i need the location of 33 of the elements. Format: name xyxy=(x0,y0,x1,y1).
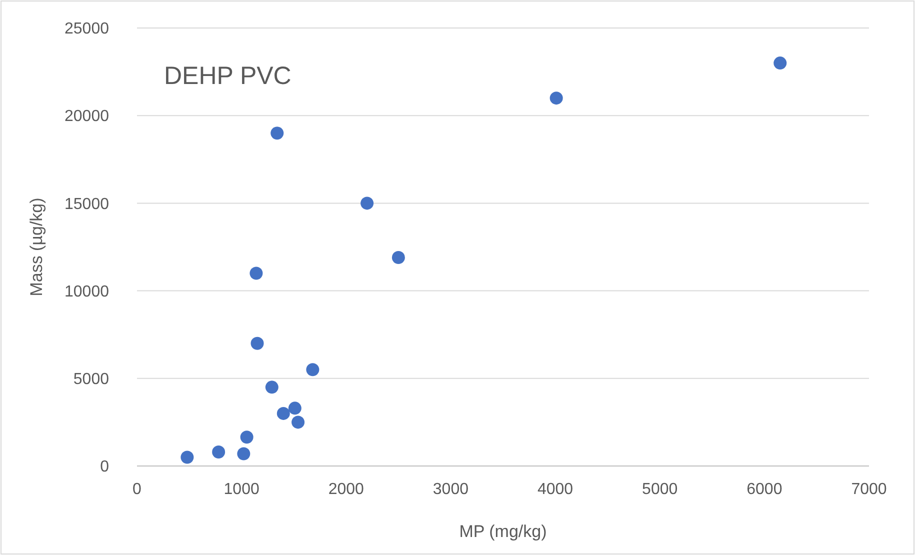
x-tick-label: 3000 xyxy=(432,481,469,498)
text: DEHP PVC xyxy=(164,62,292,90)
point xyxy=(276,406,290,420)
point xyxy=(288,402,302,415)
x-tick-label: 0 xyxy=(132,481,142,498)
x-tick-label: 4000 xyxy=(537,481,574,498)
y-tick-label: 15000 xyxy=(64,196,110,213)
point xyxy=(212,445,226,458)
point xyxy=(240,430,254,444)
y-tick-label: 25000 xyxy=(64,20,110,38)
point xyxy=(360,196,374,210)
x-tick-label: 2000 xyxy=(328,481,364,498)
point xyxy=(270,126,284,140)
x-tick-label: 7000 xyxy=(851,481,887,498)
x-tick-label: 1000 xyxy=(224,481,260,498)
x-axis-title: MP (mg/kg) xyxy=(459,522,547,541)
point xyxy=(265,380,278,394)
x-tick-label: 5000 xyxy=(642,481,678,498)
point xyxy=(250,336,264,350)
y-tick-label: 20000 xyxy=(64,108,110,126)
point xyxy=(774,56,787,70)
point xyxy=(550,92,563,105)
point xyxy=(392,251,405,264)
y-axis-title: Mass (µg/kg) xyxy=(27,198,46,296)
point xyxy=(306,363,320,376)
y-tick-label: 0 xyxy=(100,458,110,476)
point xyxy=(250,266,263,280)
point xyxy=(292,416,305,429)
y-tick-label: 10000 xyxy=(64,283,110,300)
y-tick-label: 5000 xyxy=(73,371,110,388)
point xyxy=(180,450,194,464)
point xyxy=(237,447,250,460)
x-tick-label: 6000 xyxy=(746,481,782,498)
